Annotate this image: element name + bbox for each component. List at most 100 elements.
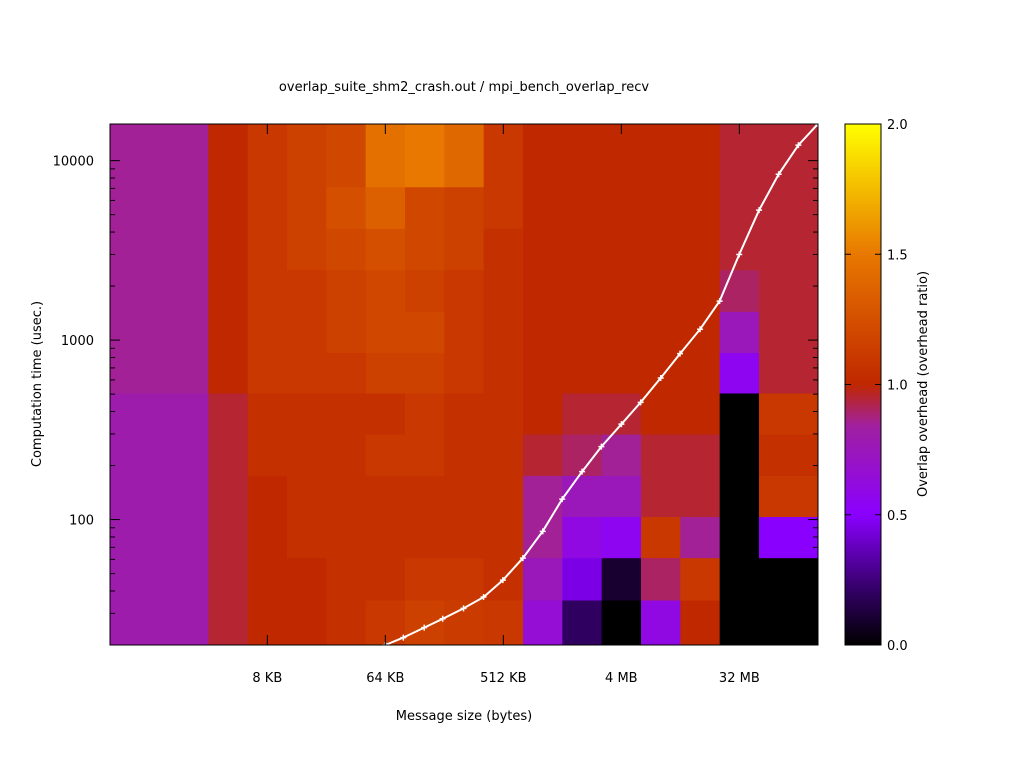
heatmap-cell: [641, 311, 681, 354]
heatmap-cell: [523, 600, 563, 645]
heatmap-cell: [208, 269, 249, 312]
x-tick-label: 32 MB: [719, 671, 760, 686]
heatmap-cell: [523, 557, 563, 601]
heatmap-cell: [719, 269, 760, 312]
heatmap-cell: [523, 392, 563, 435]
heatmap-cell: [641, 557, 681, 601]
heatmap-cell: [110, 600, 209, 645]
heatmap-cell: [247, 269, 288, 312]
heatmap-cell: [641, 475, 681, 518]
heatmap-cell: [562, 124, 603, 188]
heatmap-cell: [405, 557, 445, 601]
x-tick-label: 4 MB: [605, 671, 638, 686]
y-tick-label: 1000: [61, 334, 94, 349]
heatmap-cell: [680, 475, 721, 518]
heatmap-cell: [601, 516, 642, 559]
heatmap-cell: [247, 557, 288, 601]
heatmap-cell: [365, 352, 406, 394]
heatmap-cell: [110, 311, 209, 354]
heatmap-cell: [483, 434, 524, 476]
heatmap-cell: [405, 124, 445, 188]
heatmap-cell: [247, 434, 288, 476]
x-tick-label: 64 KB: [366, 671, 404, 686]
heatmap-cell: [680, 434, 721, 476]
heatmap-cell: [719, 228, 760, 271]
heatmap-cell: [719, 434, 760, 476]
heatmap-cell: [365, 392, 406, 435]
heatmap-cell: [601, 352, 642, 394]
heatmap-cells: [110, 124, 818, 645]
heatmap-cell: [444, 516, 485, 559]
heatmap-cell: [523, 352, 563, 394]
heatmap-cell: [719, 311, 760, 354]
heatmap-cell: [719, 352, 760, 394]
series-point: [499, 577, 506, 584]
heatmap-cell: [326, 311, 367, 354]
heatmap-cell: [759, 311, 818, 354]
heatmap-cell: [444, 434, 485, 476]
heatmap-cell: [641, 269, 681, 312]
heatmap-cell: [641, 352, 681, 394]
heatmap-cell: [287, 392, 327, 435]
heatmap-cell: [523, 186, 563, 229]
heatmap-cell: [759, 352, 818, 394]
heatmap-cell: [601, 557, 642, 601]
heatmap-cell: [562, 557, 603, 601]
series-point: [736, 251, 743, 258]
heatmap-cell: [680, 600, 721, 645]
heatmap-cell: [287, 352, 327, 394]
heatmap-cell: [287, 124, 327, 188]
heatmap-cell: [523, 311, 563, 354]
heatmap-cell: [405, 392, 445, 435]
series-point: [579, 468, 586, 475]
colorbar-tick-label: 2.0: [887, 118, 908, 133]
colorbar-tick-label: 0.0: [887, 639, 908, 654]
heatmap-cell: [247, 392, 288, 435]
heatmap-cell: [365, 124, 406, 188]
heatmap-cell: [405, 186, 445, 229]
heatmap-cell: [110, 186, 209, 229]
heatmap-cell: [326, 186, 367, 229]
series-point: [519, 555, 526, 562]
series-point: [756, 207, 763, 214]
heatmap-cell: [601, 434, 642, 476]
colorbar-label: Overlap overhead (overhead ratio): [916, 271, 931, 497]
heatmap-cell: [483, 269, 524, 312]
heatmap-cell: [326, 352, 367, 394]
heatmap-cell: [562, 392, 603, 435]
heatmap-cell: [110, 352, 209, 394]
heatmap-cell: [523, 228, 563, 271]
heatmap-cell: [680, 516, 721, 559]
heatmap-cell: [483, 124, 524, 188]
heatmap-cell: [444, 269, 485, 312]
heatmap-cell: [247, 475, 288, 518]
heatmap-cell: [405, 475, 445, 518]
series-point: [559, 496, 566, 503]
series-point: [637, 399, 644, 406]
heatmap-cell: [365, 557, 406, 601]
heatmap-cell: [326, 434, 367, 476]
heatmap-cell: [759, 434, 818, 476]
heatmap-cell: [641, 228, 681, 271]
x-axis-ticks: 8 KB 64 KB 512 KB 4 MB 32 MB: [252, 124, 760, 686]
series-point: [400, 634, 407, 641]
heatmap-cell: [759, 228, 818, 271]
heatmap-cell: [247, 311, 288, 354]
heatmap-cell: [523, 269, 563, 312]
heatmap-cell: [287, 311, 327, 354]
heatmap-cell: [287, 434, 327, 476]
heatmap-cell: [405, 600, 445, 645]
y-tick-label: 100: [69, 514, 94, 529]
series-point: [480, 594, 487, 601]
heatmap-cell: [287, 516, 327, 559]
heatmap-cell: [326, 124, 367, 188]
heatmap-cell: [110, 124, 209, 188]
heatmap-cell: [405, 516, 445, 559]
heatmap-cell: [405, 352, 445, 394]
heatmap-cell: [680, 392, 721, 435]
heatmap-cell: [680, 186, 721, 229]
series-point: [460, 605, 467, 612]
heatmap-cell: [326, 557, 367, 601]
heatmap-cell: [483, 228, 524, 271]
series-point: [775, 171, 782, 178]
